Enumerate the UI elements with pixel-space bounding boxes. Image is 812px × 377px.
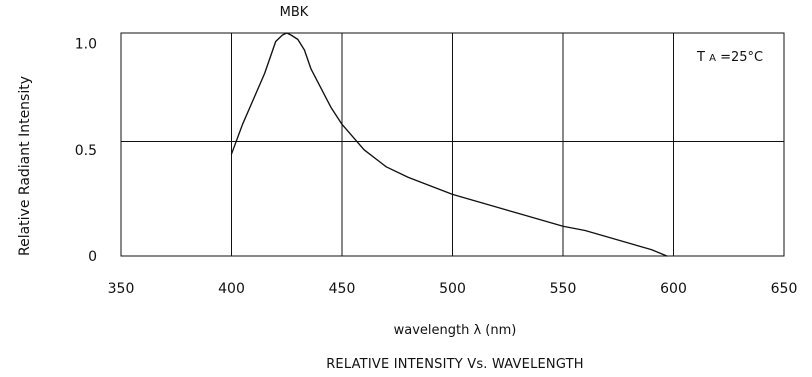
y-tick-label-1: 1.0 <box>75 37 97 53</box>
series-layer <box>230 32 668 257</box>
y-axis-label: Relative Radiant Intensity <box>17 76 33 256</box>
tick-layer: 350 400 450 500 550 600 650 0 0.5 1.0 <box>75 37 798 297</box>
x-tick-label-350: 350 <box>108 281 135 297</box>
series-label-mbk: MBK <box>280 5 309 20</box>
temperature-annotation: T A =25°C <box>696 50 763 65</box>
x-tick-label-450: 450 <box>329 281 356 297</box>
temperature-annotation-rest: =25°C <box>720 50 763 65</box>
x-axis-label: wavelength λ (nm) <box>394 323 517 338</box>
x-tick-label-550: 550 <box>550 281 577 297</box>
x-tick-label-600: 600 <box>660 281 687 297</box>
grid-layer <box>121 33 784 256</box>
temperature-annotation-main: T <box>696 50 705 65</box>
temperature-annotation-subscript: A <box>709 53 716 64</box>
series-line-mbk <box>230 32 668 257</box>
x-tick-label-650: 650 <box>771 281 798 297</box>
chart-title: RELATIVE INTENSITY Vs. WAVELENGTH <box>326 357 584 372</box>
y-tick-label-0-5: 0.5 <box>75 143 97 159</box>
x-tick-label-500: 500 <box>439 281 466 297</box>
x-tick-label-400: 400 <box>218 281 245 297</box>
y-tick-label-0: 0 <box>88 249 97 265</box>
